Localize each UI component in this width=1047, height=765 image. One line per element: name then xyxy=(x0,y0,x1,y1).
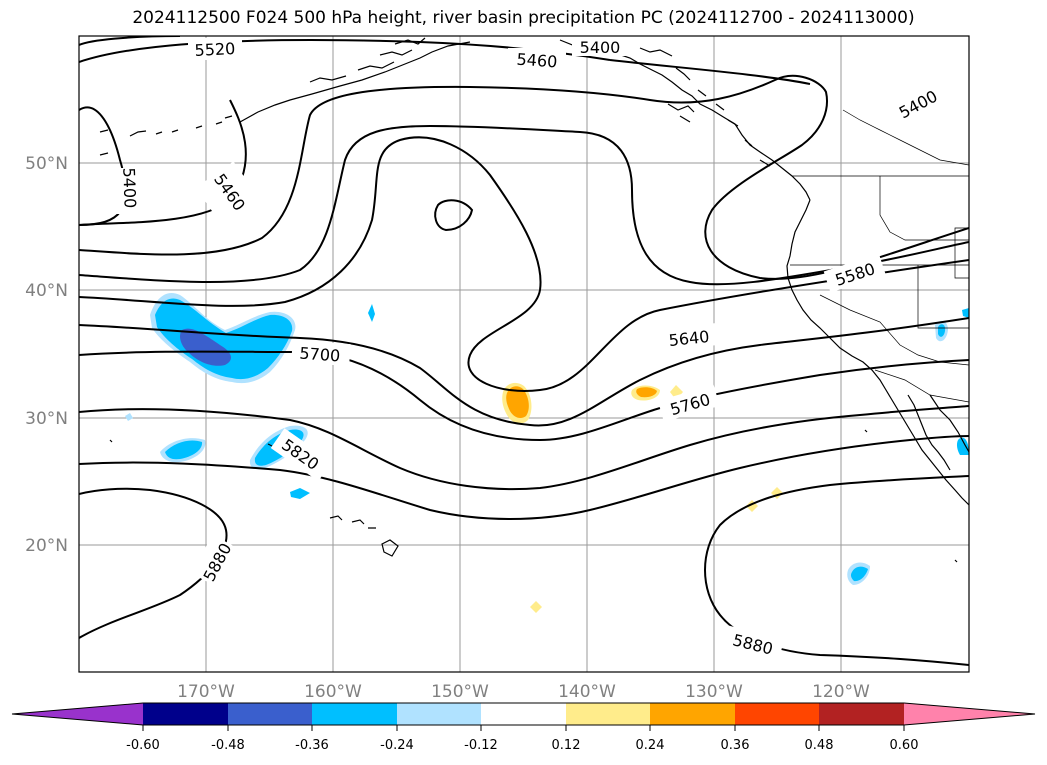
lon-label-170w: 170°W xyxy=(177,682,235,702)
contour-label: 5460 xyxy=(516,50,558,72)
contour-label: 5520 xyxy=(194,39,236,60)
lon-label-120w: 120°W xyxy=(812,682,870,702)
colorbar-ticks xyxy=(142,725,905,731)
colorbar: -0.60 -0.48 -0.36 -0.24 -0.12 0.12 0.24 … xyxy=(11,702,1036,753)
colorbar-tick-label: -0.36 xyxy=(295,738,329,753)
lon-label-150w: 150°W xyxy=(431,682,489,702)
latitude-labels: 50°N 40°N 30°N 20°N xyxy=(25,154,68,556)
lat-label-50n: 50°N xyxy=(25,154,68,174)
colorbar-tick-label: -0.48 xyxy=(211,738,245,753)
colorbar-segment xyxy=(481,703,566,725)
lon-label-140w: 140°W xyxy=(558,682,616,702)
colorbar-segment xyxy=(397,703,481,725)
colorbar-tick-label: 0.60 xyxy=(890,738,919,753)
colorbar-segment xyxy=(566,703,650,725)
colorbar-tick-label: 0.24 xyxy=(636,738,665,753)
lat-label-20n: 20°N xyxy=(25,536,68,556)
colorbar-segment xyxy=(143,703,228,725)
colorbar-tick-label: -0.12 xyxy=(464,738,498,753)
contour-label: 5400 xyxy=(580,38,621,57)
contour-label: 5640 xyxy=(668,327,710,350)
map-frame xyxy=(78,35,970,673)
coastlines xyxy=(99,37,969,563)
contour-label: 5700 xyxy=(299,344,341,366)
colorbar-tick-label: -0.24 xyxy=(380,738,414,753)
colorbar-segment xyxy=(819,703,904,725)
colorbar-segment xyxy=(650,703,735,725)
colorbar-segment xyxy=(228,703,312,725)
colorbar-segment xyxy=(904,703,1035,725)
lat-label-40n: 40°N xyxy=(25,281,68,301)
lat-label-30n: 30°N xyxy=(25,409,68,429)
map-title: 2024112500 F024 500 hPa height, river ba… xyxy=(132,8,915,28)
contour-label: 5400 xyxy=(119,167,139,208)
colorbar-tick-label: -0.60 xyxy=(126,738,160,753)
colorbar-tick-label: 0.12 xyxy=(552,738,581,753)
colorbar-tick-label: 0.48 xyxy=(805,738,834,753)
lon-label-160w: 160°W xyxy=(304,682,362,702)
colorbar-segment xyxy=(312,703,397,725)
lon-label-130w: 130°W xyxy=(685,682,743,702)
colorbar-segment xyxy=(735,703,819,725)
longitude-labels: 170°W 160°W 150°W 140°W 130°W 120°W xyxy=(177,682,870,702)
colorbar-tick-label: 0.36 xyxy=(721,738,750,753)
colorbar-segment xyxy=(12,703,143,725)
